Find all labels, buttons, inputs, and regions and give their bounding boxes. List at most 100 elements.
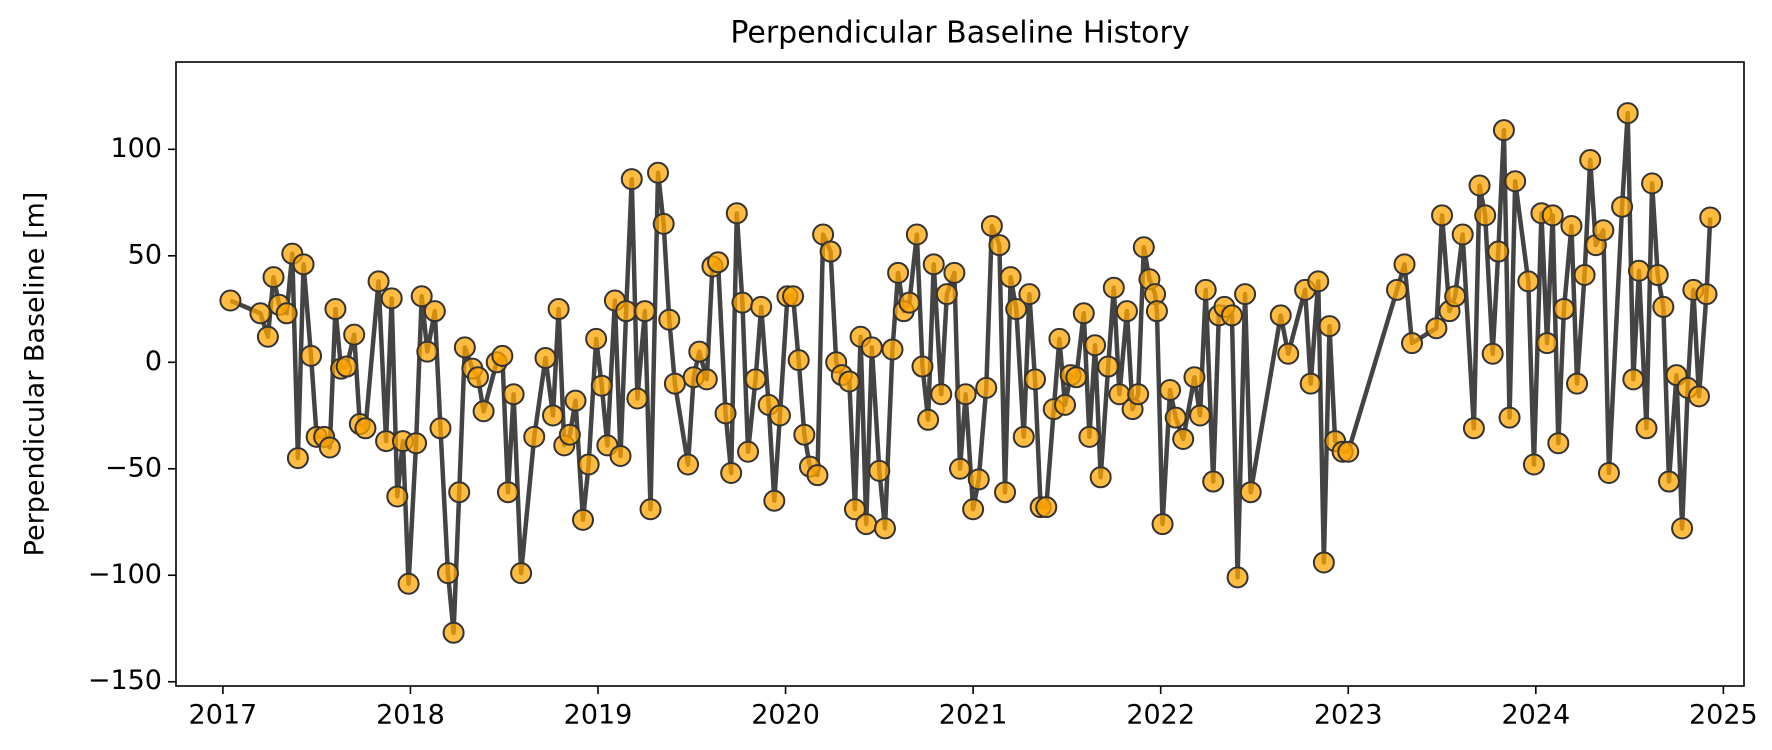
data-point (999, 266, 1022, 289)
data-point (688, 340, 711, 363)
data-point (1671, 517, 1694, 540)
data-point (466, 366, 489, 389)
data-point (1318, 315, 1341, 338)
data-point (1522, 453, 1545, 476)
data-point (707, 251, 730, 274)
data-point (262, 266, 285, 289)
data-point (590, 374, 613, 397)
y-axis-label: Perpendicular Baseline [m] (20, 192, 51, 557)
x-tick-label: 2018 (376, 700, 445, 731)
data-point (793, 423, 816, 446)
data-point (1102, 276, 1125, 299)
data-point (731, 291, 754, 314)
data-point (577, 453, 600, 476)
data-point (763, 489, 786, 512)
data-point (1012, 425, 1035, 448)
data-point (975, 376, 998, 399)
y-tick-label: −50 (105, 452, 162, 483)
data-point (448, 481, 471, 504)
data-point (1635, 417, 1658, 440)
data-point (1151, 513, 1174, 536)
data-point (547, 298, 570, 321)
data-point (380, 287, 403, 310)
data-point (838, 370, 861, 393)
data-point (1299, 372, 1322, 395)
data-point (585, 327, 608, 350)
data-point (1536, 332, 1559, 355)
data-point (1622, 368, 1645, 391)
data-point (534, 347, 557, 370)
data-point (1444, 285, 1467, 308)
x-tick-label: 2019 (564, 700, 633, 731)
data-point (1611, 195, 1634, 218)
data-point (1127, 383, 1150, 406)
data-point (472, 400, 495, 423)
data-point (750, 295, 773, 318)
data-point (930, 383, 953, 406)
data-point (782, 285, 805, 308)
y-tick-label: 50 (128, 239, 162, 270)
data-point (725, 202, 748, 225)
data-point (397, 572, 420, 595)
data-point (1695, 283, 1718, 306)
data-point (1541, 204, 1564, 227)
data-point (1498, 406, 1521, 429)
chart-title: Perpendicular Baseline History (730, 16, 1189, 51)
data-point (1269, 304, 1292, 327)
data-point (917, 408, 940, 431)
data-point (1616, 102, 1639, 125)
data-point (436, 562, 459, 585)
data-point (429, 417, 452, 440)
data-point (1005, 298, 1028, 321)
data-point (558, 423, 581, 446)
data-point (219, 289, 242, 312)
y-tick-label: 0 (145, 346, 162, 377)
data-point (1597, 462, 1620, 485)
data-point (386, 485, 409, 508)
data-point (405, 432, 428, 455)
data-point (714, 402, 737, 425)
data-point (1189, 404, 1212, 427)
data-point (1072, 302, 1095, 325)
data-point (720, 462, 743, 485)
data-point (572, 508, 595, 531)
data-point (442, 621, 465, 644)
x-tick-label: 2023 (1314, 700, 1383, 731)
data-point (962, 498, 985, 521)
data-point (1234, 283, 1257, 306)
data-point (949, 457, 971, 480)
data-point (1641, 172, 1664, 195)
data-point (1474, 204, 1497, 227)
x-tick-label: 2021 (939, 700, 1008, 731)
data-point (905, 223, 928, 246)
data-point (1386, 278, 1409, 301)
x-tick-label: 2022 (1126, 700, 1195, 731)
data-point (335, 355, 358, 378)
data-point (935, 283, 958, 306)
data-point (954, 383, 977, 406)
x-tick-label: 2017 (189, 700, 258, 731)
data-point (620, 168, 643, 191)
data-point (1627, 259, 1650, 282)
data-point (1504, 170, 1527, 193)
plot-frame (175, 61, 1745, 687)
data-point (318, 436, 341, 459)
data-point (633, 300, 656, 323)
data-point (967, 468, 990, 491)
data-point (819, 240, 842, 263)
data-point (1239, 481, 1262, 504)
data-point (564, 389, 587, 412)
data-point (1425, 317, 1448, 340)
data-point (1560, 214, 1583, 237)
data-point (292, 253, 315, 276)
data-point (658, 308, 681, 331)
data-point (887, 261, 910, 284)
data-point (410, 285, 433, 308)
data-point (1487, 240, 1510, 263)
data-point (881, 338, 904, 361)
data-point (1592, 219, 1615, 242)
data-point (423, 300, 446, 323)
data-point (510, 562, 533, 585)
